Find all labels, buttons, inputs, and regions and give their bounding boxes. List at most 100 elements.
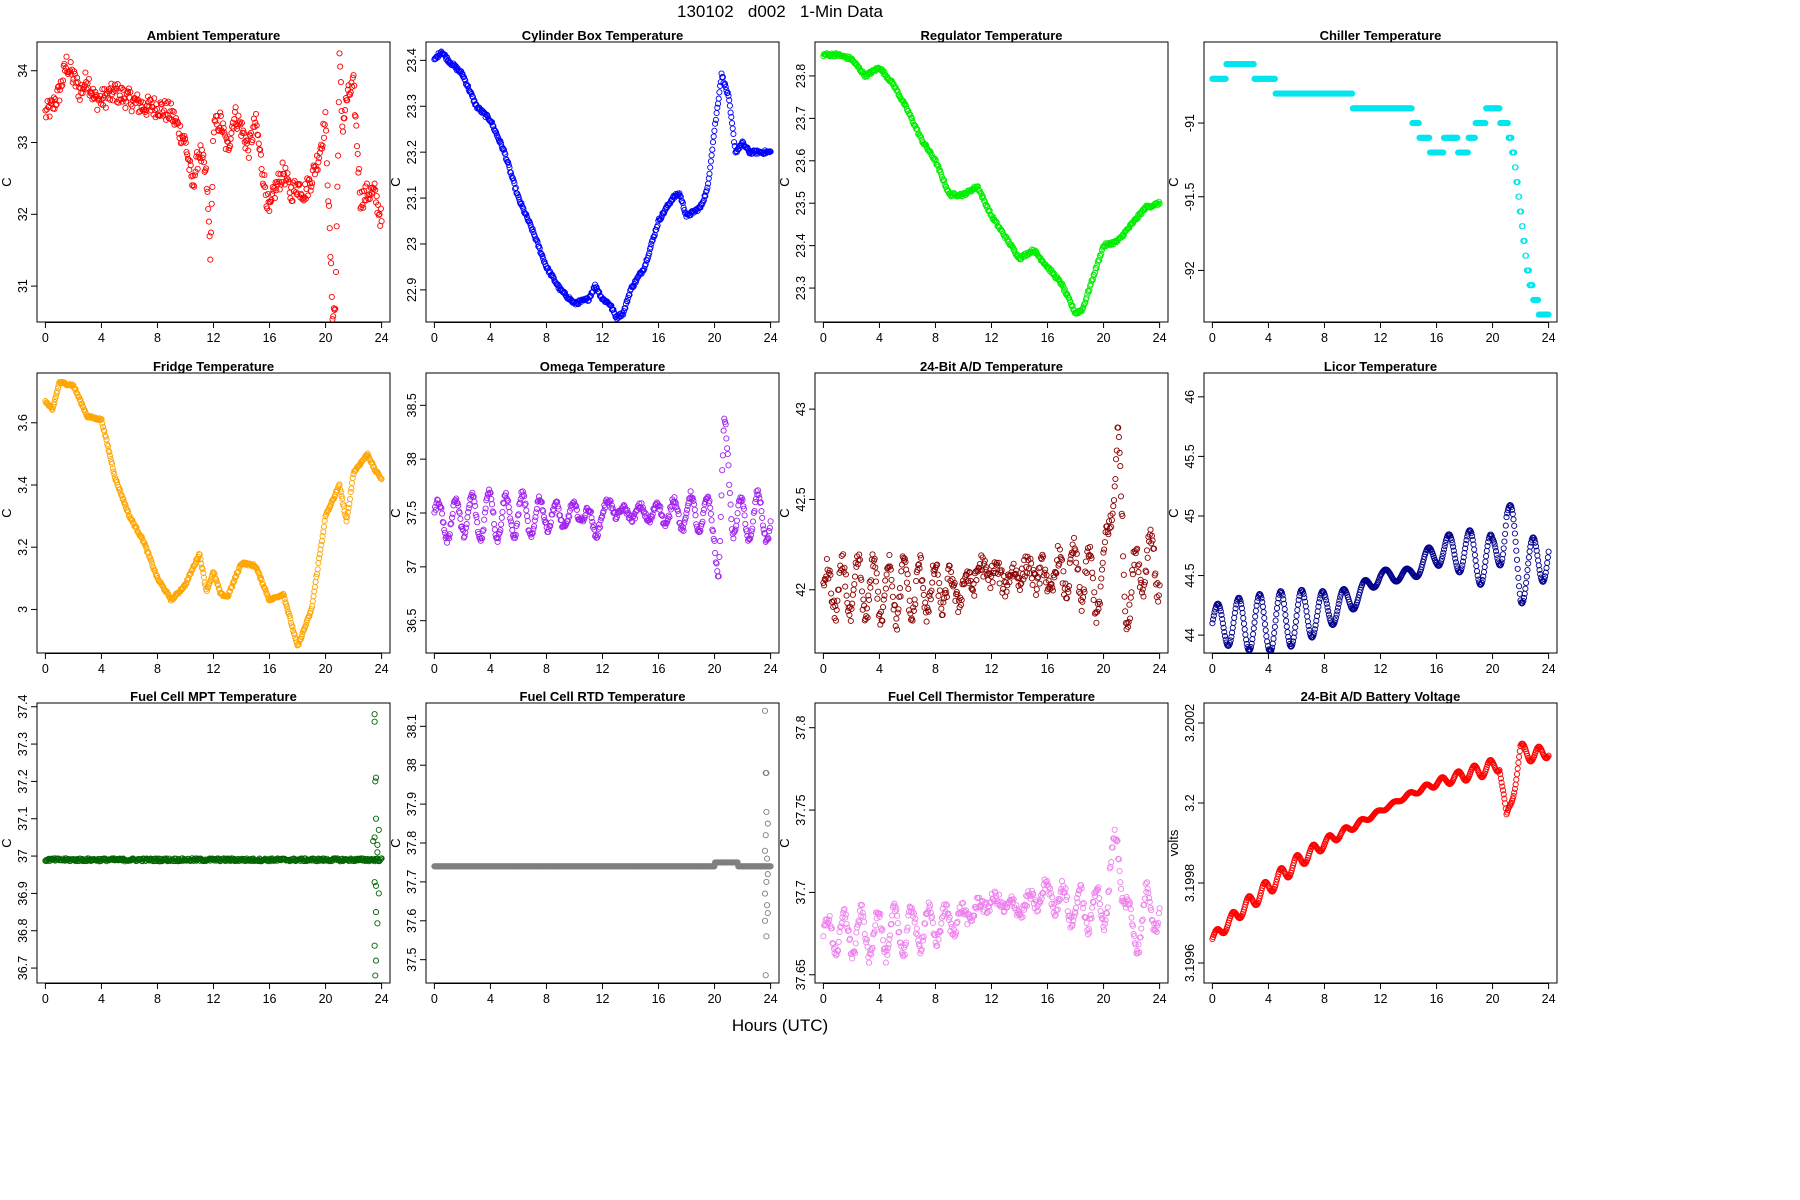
data-point: [1516, 590, 1523, 597]
data-point: [318, 541, 325, 548]
data-point: [1049, 587, 1056, 594]
data-point: [705, 175, 712, 182]
data-point: [1527, 543, 1534, 550]
data-point: [841, 564, 848, 571]
data-point: [284, 606, 291, 613]
data-point: [347, 89, 354, 96]
data-point: [288, 619, 295, 627]
data-point: [145, 550, 152, 557]
data-point: [1018, 565, 1026, 572]
data-point: [461, 533, 468, 540]
data-point: [929, 579, 936, 586]
data-point: [378, 855, 385, 862]
data-point: [540, 508, 547, 515]
data-point: [691, 506, 698, 513]
data-point: [247, 129, 255, 136]
data-point: [533, 505, 540, 512]
data-point: [889, 593, 896, 600]
x-tick-label: 20: [708, 992, 722, 1006]
data-point: [61, 60, 68, 68]
data-point: [1248, 640, 1255, 647]
data-point: [666, 514, 673, 521]
y-tick-label: -92: [1183, 261, 1197, 279]
data-point: [1093, 619, 1100, 626]
data-point: [1242, 631, 1249, 638]
data-point: [203, 185, 210, 192]
data-point: [555, 505, 562, 512]
data-point: [1119, 512, 1126, 520]
data-point: [437, 503, 444, 511]
data-point: [524, 513, 531, 520]
data-point: [98, 416, 105, 423]
panel-title: Fuel Cell RTD Temperature: [520, 689, 686, 704]
data-point: [235, 112, 242, 119]
data-point: [1257, 592, 1264, 599]
data-point: [833, 606, 840, 614]
data-point: [832, 617, 840, 624]
data-point: [256, 146, 263, 153]
data-point: [111, 81, 118, 88]
y-axis-label: C: [777, 508, 792, 517]
data-point: [1155, 592, 1162, 599]
data-point: [1029, 581, 1036, 588]
data-point: [506, 508, 513, 516]
data-point: [143, 545, 150, 552]
data-point: [980, 573, 987, 580]
data-point: [1262, 627, 1269, 634]
data-point: [1129, 571, 1136, 578]
data-point: [51, 399, 58, 406]
data-point: [1108, 517, 1115, 524]
data-point: [727, 109, 734, 116]
data-point: [200, 569, 207, 577]
data-point: [866, 578, 873, 585]
data-point: [757, 499, 764, 506]
y-tick-label: 36.8: [16, 919, 30, 943]
data-point: [731, 139, 738, 146]
data-point: [148, 557, 155, 565]
data-point: [305, 177, 312, 184]
data-point: [915, 561, 922, 568]
data-point: [227, 135, 234, 142]
data-point: [547, 519, 554, 526]
data-point: [901, 555, 908, 562]
x-tick-label: 16: [1430, 662, 1444, 676]
data-point: [751, 507, 758, 515]
data-point: [1134, 215, 1141, 222]
data-point: [596, 521, 603, 528]
data-point: [209, 183, 216, 190]
data-point: [728, 120, 736, 127]
y-tick-label: 38: [405, 452, 419, 466]
data-point: [724, 445, 731, 452]
data-point: [1252, 607, 1259, 614]
data-point: [886, 551, 893, 559]
data-point: [1082, 558, 1089, 565]
data-point: [1544, 559, 1551, 566]
data-point: [1141, 581, 1148, 588]
data-point: [258, 577, 265, 584]
data-point: [923, 618, 930, 625]
data-point: [894, 626, 901, 633]
data-point: [203, 587, 210, 595]
data-point: [1083, 569, 1090, 577]
data-point: [1516, 193, 1523, 200]
x-tick-label: 8: [154, 662, 161, 676]
x-tick-label: 4: [98, 662, 105, 676]
data-point: [226, 142, 234, 149]
data-point: [498, 514, 505, 521]
y-tick-label: 37.1: [16, 807, 30, 831]
data-point: [995, 559, 1002, 566]
x-tick-label: 20: [319, 331, 333, 345]
data-point: [826, 567, 833, 574]
data-point: [882, 577, 889, 584]
x-tick-label: 12: [985, 662, 999, 676]
data-point: [1231, 614, 1238, 621]
data-point: [1446, 531, 1453, 538]
data-point: [481, 509, 488, 516]
data-point: [191, 183, 198, 190]
data-point: [715, 95, 722, 102]
data-point: [261, 171, 268, 179]
data-point: [1462, 541, 1469, 548]
data-point: [99, 86, 106, 93]
data-point: [1500, 545, 1507, 552]
